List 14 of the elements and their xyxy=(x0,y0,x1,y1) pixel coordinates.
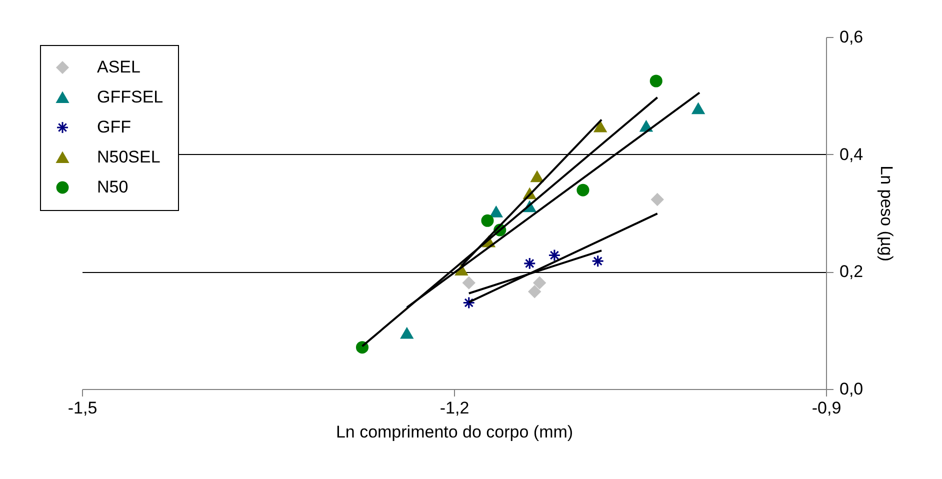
x-axis-title: Ln comprimento do corpo (mm) xyxy=(336,422,574,442)
legend-label: N50 xyxy=(97,178,128,196)
x-tick-label: -0,9 xyxy=(812,398,842,418)
y-tick-label: 0,6 xyxy=(840,28,864,46)
x-tick-label: -1,2 xyxy=(440,398,470,418)
y-tick-label: 0,4 xyxy=(840,144,864,164)
y-tick-label: 0,0 xyxy=(840,380,864,398)
legend-label: GFFSEL xyxy=(97,88,164,106)
y-axis-title: Ln peso (µg) xyxy=(877,166,896,262)
x-tick-label: -1,5 xyxy=(68,398,98,418)
legend-label: ASEL xyxy=(97,58,140,76)
legend-label: N50SEL xyxy=(97,148,160,166)
legend-label: GFF xyxy=(97,118,131,136)
y-tick-label: 0,2 xyxy=(840,262,864,282)
